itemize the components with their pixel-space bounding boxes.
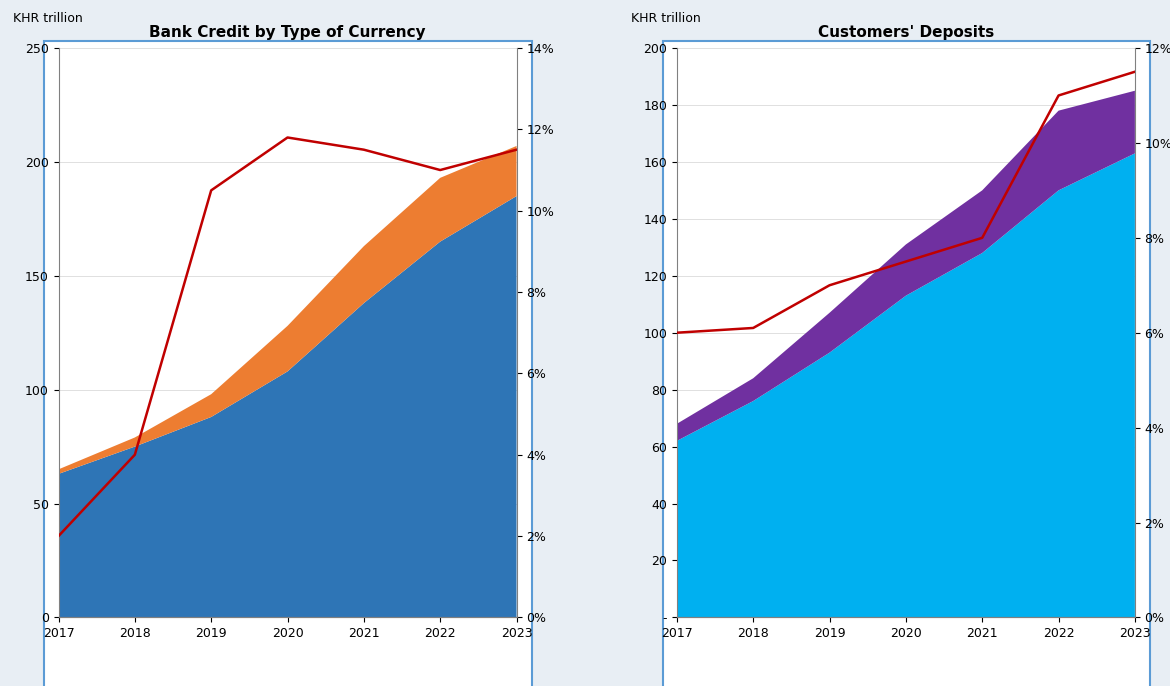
Title: Bank Credit by Type of Currency: Bank Credit by Type of Currency bbox=[150, 25, 426, 40]
Text: KHR trillion: KHR trillion bbox=[631, 12, 701, 25]
Text: KHR trillion: KHR trillion bbox=[13, 12, 82, 25]
Title: Customers' Deposits: Customers' Deposits bbox=[818, 25, 994, 40]
